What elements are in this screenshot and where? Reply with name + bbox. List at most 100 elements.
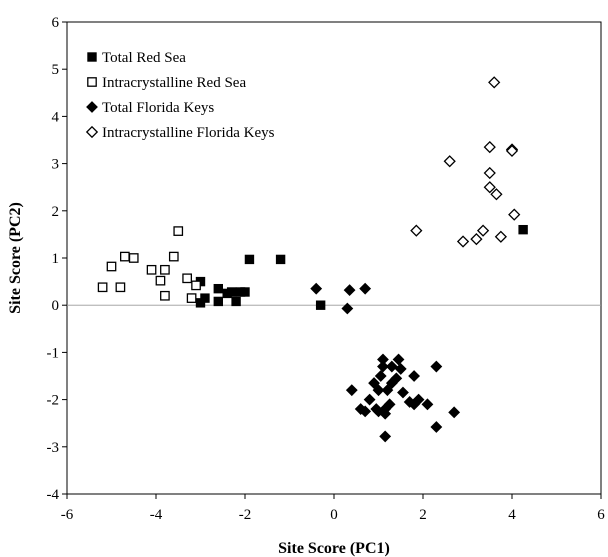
data-point — [443, 155, 456, 168]
data-point — [155, 275, 166, 286]
x-tick-label: -2 — [239, 507, 252, 523]
data-point — [374, 370, 387, 382]
data-point — [182, 273, 192, 284]
data-point — [505, 144, 519, 157]
data-point — [359, 282, 372, 295]
legend: Total Red Sea Intracrystalline Red Sea Tot… — [85, 50, 275, 141]
data-point — [310, 282, 323, 295]
x-tick-label: 6 — [597, 507, 605, 523]
data-point — [368, 377, 380, 389]
data-point — [483, 140, 496, 154]
data-point — [372, 384, 385, 397]
data-point — [359, 405, 372, 418]
data-point — [490, 188, 503, 201]
data-point — [379, 430, 392, 443]
data-point — [341, 302, 354, 315]
data-point — [488, 76, 501, 89]
data-point — [430, 360, 443, 373]
x-axis-label: Site Score (PC1) — [278, 540, 390, 557]
plot-frame — [66, 21, 602, 495]
data-point — [106, 261, 117, 272]
y-tick-label: 5 — [52, 62, 60, 78]
data-point — [115, 282, 126, 293]
series-2 — [310, 282, 461, 443]
y-tick-label: 4 — [52, 109, 60, 125]
data-point — [213, 296, 224, 307]
data-point — [476, 224, 490, 237]
y-tick-label: -4 — [47, 487, 60, 503]
data-point — [128, 253, 139, 263]
legend-label: Total Red Sea — [102, 50, 186, 66]
y-tick-label: -1 — [47, 345, 60, 361]
data-point — [410, 224, 423, 237]
data-point — [240, 287, 250, 297]
y-tick-label: -3 — [47, 440, 60, 456]
data-point — [385, 377, 398, 389]
legend-marker — [87, 52, 97, 62]
data-point — [97, 282, 108, 293]
data-point — [385, 360, 398, 373]
data-point — [146, 264, 157, 275]
series-1 — [97, 226, 201, 303]
data-point — [392, 353, 405, 366]
x-tick-label: -4 — [150, 507, 163, 523]
data-point — [186, 293, 197, 303]
data-point — [508, 208, 521, 221]
data-markers — [97, 76, 528, 443]
data-point — [430, 421, 443, 433]
y-tick-label: 2 — [52, 204, 60, 220]
plot-area — [66, 21, 602, 495]
data-point — [518, 224, 528, 235]
data-point — [195, 298, 206, 308]
data-point — [191, 280, 201, 291]
data-point — [231, 296, 241, 307]
y-tick-label: 6 — [52, 15, 60, 31]
data-point — [383, 398, 396, 411]
data-point — [456, 235, 470, 248]
legend-item: Total Red Sea — [87, 50, 186, 66]
legend-label: Intracrystalline Red Sea — [102, 75, 246, 91]
data-point — [483, 181, 496, 194]
data-point — [120, 251, 130, 262]
legend-marker — [85, 125, 99, 139]
y-tick-label: 1 — [52, 251, 60, 267]
x-tick-label: 0 — [330, 507, 338, 523]
data-point — [244, 254, 255, 265]
data-point — [173, 226, 184, 236]
series-3 — [410, 76, 521, 248]
y-tick-label: -2 — [47, 393, 60, 409]
data-point — [168, 251, 179, 262]
x-tick-label: 4 — [508, 507, 516, 523]
data-point — [226, 287, 237, 297]
data-point — [275, 254, 286, 265]
legend-item: Intracrystalline Florida Keys — [85, 125, 275, 141]
data-point — [470, 233, 483, 246]
legend-marker — [86, 101, 98, 113]
data-point — [421, 398, 434, 411]
y-tick-label: 0 — [52, 298, 60, 314]
legend-item: Intracrystalline Red Sea — [87, 75, 246, 91]
data-point — [160, 290, 170, 301]
data-point — [397, 386, 409, 399]
data-point — [379, 407, 392, 420]
data-point — [213, 283, 224, 294]
data-point — [363, 393, 376, 406]
data-point — [408, 370, 421, 382]
y-tick-label: 3 — [52, 157, 60, 173]
data-point — [377, 360, 389, 373]
data-point — [315, 300, 326, 310]
legend-marker — [87, 77, 97, 87]
data-point — [345, 384, 358, 397]
data-point — [160, 264, 170, 275]
x-tick-label: -6 — [61, 507, 74, 523]
legend-label: Intracrystalline Florida Keys — [102, 125, 275, 141]
data-point — [394, 363, 407, 375]
legend-label: Total Florida Keys — [102, 100, 214, 116]
data-point — [494, 230, 507, 243]
data-point — [448, 406, 461, 419]
x-tick-label: 2 — [419, 507, 427, 523]
data-point — [483, 166, 496, 180]
data-point — [343, 284, 356, 297]
